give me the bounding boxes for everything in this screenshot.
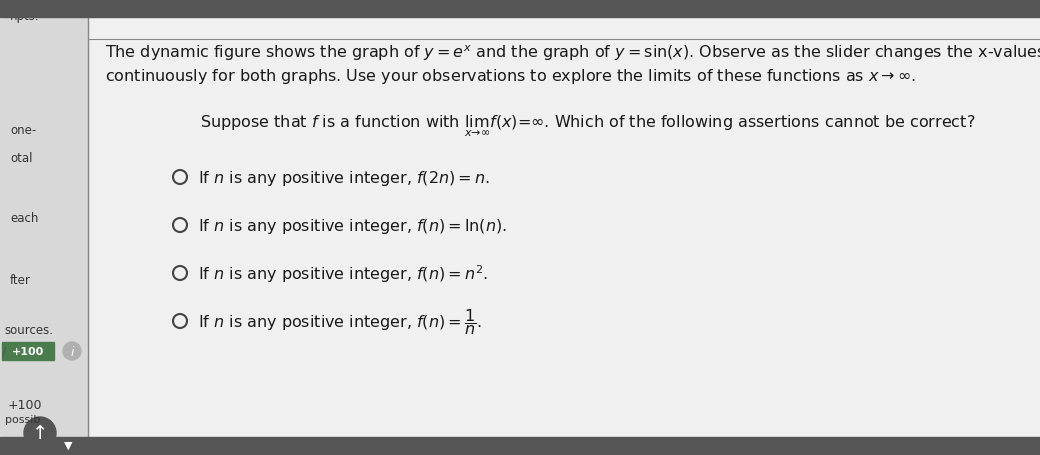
- Text: The dynamic figure shows the graph of $y = e^x$ and the graph of $y = \sin(x)$. : The dynamic figure shows the graph of $y…: [105, 43, 1040, 63]
- Text: If $n$ is any positive integer, $f(n) = \ln(n)$.: If $n$ is any positive integer, $f(n) = …: [198, 216, 506, 235]
- Text: otal: otal: [10, 151, 32, 164]
- Bar: [0, 0, 88, 455]
- Bar: [0, 0, 1040, 18]
- Text: ↑: ↑: [32, 424, 48, 443]
- Text: each: each: [10, 212, 38, 225]
- Text: /: /: [2, 345, 6, 358]
- Text: sources.: sources.: [4, 324, 53, 337]
- Bar: [0, 437, 1040, 455]
- Bar: [2, 342, 54, 360]
- Text: Suppose that $f$ is a function with $\lim_{x\to\infty} f(x) = \infty$. Which of : Suppose that $f$ is a function with $\li…: [200, 113, 976, 138]
- Text: npts.: npts.: [10, 10, 40, 22]
- Text: i: i: [71, 345, 74, 358]
- Text: possib: possib: [5, 414, 41, 424]
- Text: +100: +100: [11, 346, 44, 356]
- Circle shape: [24, 417, 56, 449]
- Text: If $n$ is any positive integer, $f(n) = \dfrac{1}{n}$.: If $n$ is any positive integer, $f(n) = …: [198, 306, 482, 336]
- Text: ▼: ▼: [63, 440, 72, 450]
- Text: If $n$ is any positive integer, $f(n) = n^2$.: If $n$ is any positive integer, $f(n) = …: [198, 263, 488, 284]
- Text: +100: +100: [8, 399, 43, 412]
- Text: If $n$ is any positive integer, $f(2n) = n$.: If $n$ is any positive integer, $f(2n) =…: [198, 168, 490, 187]
- Circle shape: [63, 342, 81, 360]
- Text: one-: one-: [10, 124, 36, 137]
- Text: continuously for both graphs. Use your observations to explore the limits of the: continuously for both graphs. Use your o…: [105, 66, 916, 86]
- Text: fter: fter: [10, 274, 31, 287]
